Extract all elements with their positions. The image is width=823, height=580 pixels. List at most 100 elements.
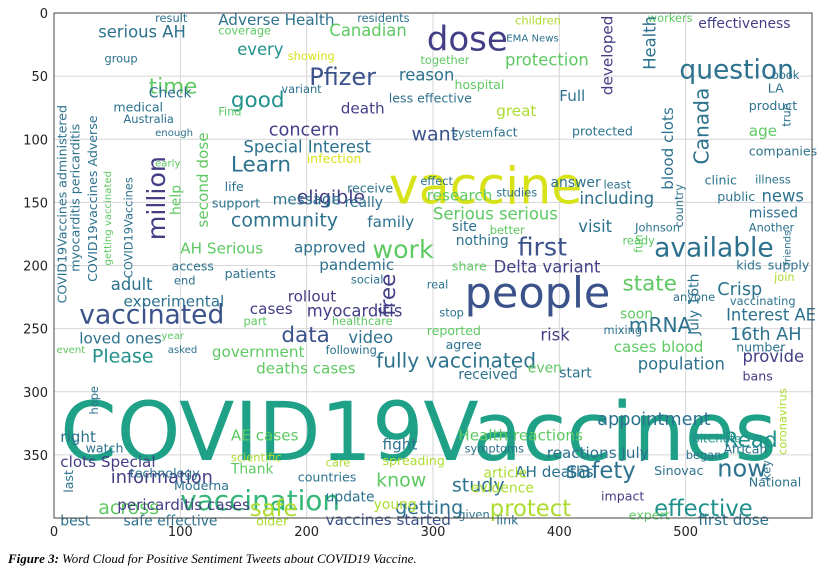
word-cloud-term: impact (601, 488, 644, 503)
word-cloud-term: Interest AE (726, 305, 816, 324)
word-cloud-term: illness (755, 173, 791, 187)
word-cloud-term: appointment (597, 410, 710, 430)
x-tick-label: 400 (547, 525, 572, 540)
word-cloud-term: Another (749, 221, 795, 235)
word-cloud-term: first (518, 232, 568, 261)
word-cloud-term: Find (218, 105, 241, 119)
word-cloud-term: information (111, 468, 213, 488)
word-cloud-term: reported (427, 323, 481, 338)
word-cloud-term: part (244, 314, 268, 328)
word-cloud-term: access (172, 259, 214, 274)
word-cloud-term: second dose (194, 132, 212, 227)
word-cloud-term: blood clots (659, 107, 677, 190)
word-cloud-term: evidence (471, 481, 534, 497)
word-cloud-term: nothing (456, 233, 509, 249)
word-cloud-term: Pfizer (309, 63, 376, 91)
y-tick-label: 250 (23, 323, 48, 338)
word-cloud-term: hope (87, 386, 101, 414)
word-cloud-term: best (60, 513, 91, 529)
word-cloud-term: Johnson (634, 221, 680, 235)
word-cloud-term: answer (551, 175, 601, 191)
word-cloud-term: last (61, 470, 76, 493)
word-cloud-term: time (149, 74, 198, 99)
word-cloud-term: right (60, 428, 96, 446)
word-cloud-term: given (458, 507, 489, 521)
word-cloud-term: Check (149, 85, 192, 101)
word-cloud-term: clots Special (60, 453, 155, 471)
word-cloud-term: group (105, 52, 138, 66)
word-cloud-term: approved (294, 238, 366, 256)
word-cloud-term: medical (113, 100, 163, 115)
word-cloud-term: social (351, 272, 383, 286)
word-cloud-term: state (623, 271, 677, 296)
word-cloud-term: join (773, 270, 795, 284)
word-cloud-term: began (686, 448, 722, 462)
word-cloud-term: anyone (673, 290, 715, 304)
word-cloud-term: question (679, 54, 794, 85)
word-cloud-term: Delta variant (494, 257, 601, 276)
word-cloud-term: reason (399, 65, 454, 84)
word-cloud-term: start (559, 366, 592, 382)
word-cloud-term: mixing (604, 323, 643, 337)
y-tick-label: 50 (31, 70, 48, 85)
x-tick-label: 0 (50, 525, 58, 540)
word-cloud-term: getting (395, 497, 463, 519)
x-tick-label: 300 (421, 525, 446, 540)
word-cloud-term: system (452, 126, 493, 140)
word-cloud-term: study (452, 475, 505, 497)
word-cloud: COVID19Vaccines vaccine people dose vaccinat… (55, 11, 818, 529)
word-cloud-term: end (174, 274, 195, 288)
word-cloud-term: effect (420, 174, 453, 188)
word-cloud-term: Learn (231, 153, 291, 178)
y-tick-label: 200 (23, 260, 48, 275)
word-cloud-term: dose (427, 19, 508, 59)
word-cloud-term: clinic (705, 173, 737, 188)
word-cloud-term: ready (623, 233, 656, 247)
word-cloud-term: infection (307, 151, 362, 166)
caption-text: Word Cloud for Positive Sentiment Tweets… (58, 551, 417, 566)
word-cloud-term: life (225, 179, 244, 194)
word-cloud-term: enough (155, 128, 193, 139)
word-cloud-term: effectiveness (698, 16, 790, 32)
word-cloud-term: healthcare (332, 314, 393, 328)
word-cloud-term: free (376, 274, 401, 316)
word-cloud-term: technology (130, 466, 200, 481)
word-cloud-term: 16th AH (730, 325, 802, 345)
word-cloud-term: experimental (124, 293, 225, 311)
word-cloud-term: fun (632, 234, 646, 252)
word-cloud-term: friends (783, 231, 794, 266)
word-cloud-term: eligible (297, 187, 366, 209)
word-cloud-term: really (345, 195, 383, 211)
word-cloud-term: coverage (218, 24, 271, 38)
word-cloud-term: better (490, 223, 525, 237)
word-cloud-term: even (528, 361, 562, 377)
word-cloud-term: people (465, 268, 611, 318)
word-cloud-term: government (212, 343, 305, 361)
word-cloud-term: age (749, 122, 777, 140)
word-cloud-term: including (580, 189, 655, 208)
word-cloud-term: key (759, 460, 773, 480)
word-cloud-term: variant (281, 82, 322, 96)
word-cloud-term: vaccination (180, 484, 340, 517)
word-cloud-term: available (654, 232, 774, 263)
word-cloud-term: protected (572, 124, 633, 139)
word-cloud-term: work (372, 235, 434, 264)
word-cloud-term: received (458, 367, 518, 383)
word-cloud-term: developed (598, 16, 616, 95)
word-cloud-term: vaccines started (326, 511, 451, 529)
word-cloud-term: following (326, 343, 377, 357)
word-cloud-term: across (98, 497, 159, 519)
word-cloud-term: Full (559, 87, 585, 105)
word-cloud-term: soon (620, 306, 653, 322)
figure-caption: Figure 3: Word Cloud for Positive Sentim… (8, 551, 818, 567)
y-tick-label: 300 (23, 386, 48, 401)
word-cloud-term: COVID19vaccines Adverse (85, 115, 100, 282)
word-cloud-term: Read (724, 428, 778, 453)
word-cloud-term: great (496, 102, 536, 120)
y-tick-label: 0 (40, 7, 48, 22)
word-cloud-term: care (326, 456, 351, 470)
word-cloud-term: million (142, 156, 171, 240)
word-cloud-term: deaths cases (256, 360, 356, 378)
word-cloud-term: scientific (231, 450, 282, 464)
word-cloud-term: support (212, 195, 260, 210)
